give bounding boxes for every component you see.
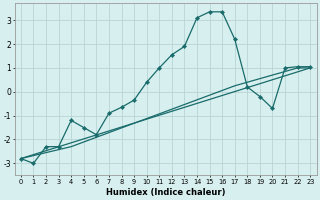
- X-axis label: Humidex (Indice chaleur): Humidex (Indice chaleur): [106, 188, 225, 197]
